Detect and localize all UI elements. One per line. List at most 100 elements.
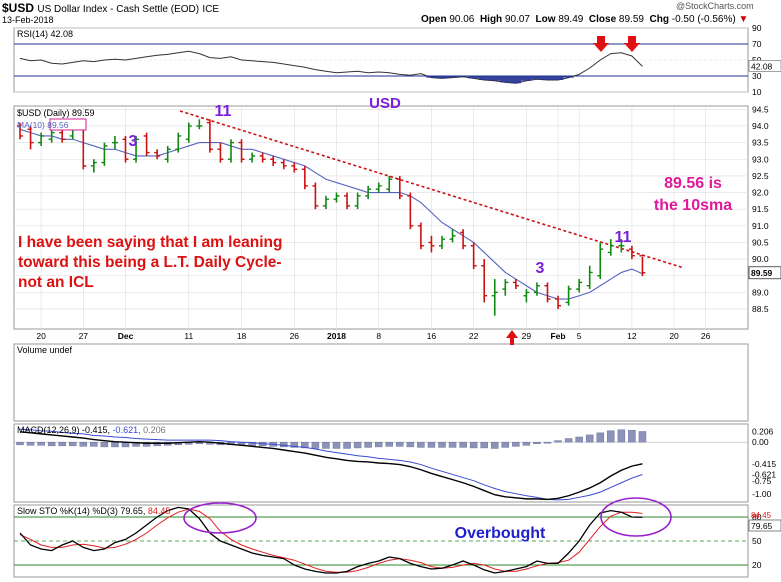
price-tick-label: 90.5	[752, 237, 769, 247]
macd-histogram-bar	[564, 438, 573, 443]
sto-d-line	[19, 508, 643, 573]
rsi-tick-label: 10	[752, 87, 762, 97]
macd-histogram-bar	[290, 441, 299, 448]
rsi-tick-label: 30	[752, 71, 762, 81]
sto-k-line	[19, 506, 643, 574]
macd-histogram-bar	[512, 441, 520, 447]
down-arrow-icon	[593, 36, 609, 52]
macd-histogram-bar	[554, 440, 562, 443]
x-tick-label: 26	[290, 331, 300, 341]
sma-note-line: the 10sma	[654, 197, 732, 214]
price-tick-label: 90.0	[752, 254, 769, 264]
macd-line	[19, 431, 643, 501]
x-tick-label: 8	[376, 331, 381, 341]
macd-histogram-bar	[522, 441, 531, 446]
macd-histogram-bar	[501, 441, 510, 448]
macd-tick-label: -0.415	[752, 459, 776, 469]
macd-histogram-bar	[26, 441, 35, 446]
price-tick-label: 94.5	[752, 104, 769, 114]
rsi-tick-label: 90	[752, 23, 762, 33]
x-tick-label: 20	[669, 331, 679, 341]
macd-histogram-bar	[353, 441, 362, 449]
macd-histogram-bar	[111, 441, 119, 448]
macd-tick-label: 0.00	[752, 437, 769, 447]
macd-histogram-bar	[311, 441, 320, 449]
macd-histogram-bar	[427, 441, 436, 448]
macd-histogram-bar	[448, 441, 457, 448]
ma10-line	[19, 128, 643, 300]
ohlc-readout: Open 90.06 High 90.07 Low 89.49 Close 89…	[421, 14, 748, 25]
macd-histogram-bar	[322, 441, 330, 449]
macd-tick-label: 0.206	[752, 426, 774, 436]
sto-title: Slow STO %K(14) %D(3) 79.65, 84.45	[17, 506, 170, 516]
sto-tick-label: 80	[752, 512, 762, 522]
macd-histogram-bar	[69, 441, 77, 447]
x-tick-label: 12	[627, 331, 637, 341]
x-tick-label: 16	[427, 331, 437, 341]
macd-histogram-bar	[280, 441, 288, 448]
x-tick-label: Feb	[550, 331, 565, 341]
x-tick-label: 2018	[327, 331, 346, 341]
macd-histogram-bar	[638, 431, 647, 443]
price-tick-label: 93.0	[752, 154, 769, 164]
panel-frame-vol	[13, 343, 749, 422]
macd-histogram-bar	[16, 441, 24, 446]
price-tick-label: 88.5	[752, 304, 769, 314]
macd-histogram-bar	[585, 434, 594, 443]
sto-d-value: 84.45	[751, 511, 772, 520]
cycle-label-3-left: 3	[129, 133, 138, 150]
low-value: 89.49	[558, 14, 584, 25]
price-tick-label: 92.5	[752, 171, 769, 181]
macd-title: MACD(12,26,9) -0.415, -0.621, 0.206	[17, 425, 166, 435]
last-price-box	[748, 266, 781, 280]
rsi-extreme-fill	[426, 76, 574, 84]
macd-histogram-bar	[79, 441, 88, 447]
open-value: 90.06	[449, 14, 475, 25]
price-tick-label: 89.0	[752, 287, 769, 297]
last-price-label: 89.59	[751, 268, 773, 278]
macd-histogram-bar	[596, 432, 604, 443]
cycle-label-3-right: 3	[536, 260, 545, 277]
x-tick-label: 27	[79, 331, 89, 341]
exchange-name: ICE	[202, 4, 220, 15]
sto-k-value: 79.65	[751, 521, 773, 531]
macd-title-part: -0.621,	[110, 425, 141, 435]
high-value: 90.07	[504, 14, 530, 25]
macd-tick-label: -0.621	[752, 469, 776, 479]
instrument-name: US Dollar Index - Cash Settle (EOD)	[37, 4, 200, 15]
rsi-tick-label: 50	[752, 55, 762, 65]
up-arrow-icon	[506, 330, 518, 345]
rsi-line	[19, 50, 643, 84]
cycle-note-line: not an ICL	[18, 274, 94, 291]
macd-histogram-bar	[58, 441, 66, 447]
macd-histogram-bar	[396, 441, 404, 447]
macd-histogram-bar	[37, 441, 45, 446]
macd-tick-label: -1.00	[752, 489, 772, 499]
ma-value-box	[49, 118, 87, 131]
sto-tick-label: 50	[752, 536, 762, 546]
macd-histogram-bar	[153, 441, 161, 447]
cycle-note-line: I have been saying that I am leaning	[18, 234, 282, 251]
price-title: $USD (Daily) 89.59	[17, 108, 95, 118]
macd-histogram-bar	[617, 429, 626, 443]
macd-histogram-bar	[417, 441, 425, 448]
macd-title-part: -0.415,	[80, 425, 111, 435]
price-tick-label: 94.0	[752, 121, 769, 131]
x-tick-label: 26	[701, 331, 711, 341]
macd-histogram-bar	[385, 441, 393, 447]
macd-histogram-bar	[47, 441, 56, 447]
high-label: High	[479, 14, 503, 25]
macd-histogram-bar	[90, 441, 98, 447]
rsi-tick-label: 70	[752, 39, 762, 49]
macd-histogram-bar	[142, 441, 151, 447]
close-label: Close	[588, 14, 617, 25]
price-tick-label: 93.5	[752, 138, 769, 148]
rsi-value-label: 42.08	[751, 61, 773, 71]
change-value: -0.50 (-0.56%)	[671, 14, 736, 25]
highlight-ellipse-right	[600, 497, 672, 537]
sto-tick-label: 20	[752, 560, 762, 570]
sto-k-box	[748, 519, 781, 532]
macd-histogram-bar	[469, 441, 478, 449]
macd-histogram-bar	[575, 436, 583, 443]
macd-histogram-bar	[343, 441, 351, 449]
